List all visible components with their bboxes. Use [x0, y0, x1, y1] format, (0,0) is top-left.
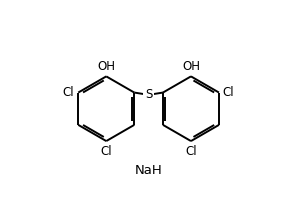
Text: Cl: Cl [101, 145, 112, 158]
Text: Cl: Cl [185, 145, 197, 158]
Text: OH: OH [182, 59, 200, 73]
Text: Cl: Cl [223, 86, 234, 99]
Text: S: S [145, 88, 152, 101]
Text: Cl: Cl [63, 86, 74, 99]
Text: OH: OH [97, 59, 115, 73]
Text: NaH: NaH [135, 164, 162, 177]
